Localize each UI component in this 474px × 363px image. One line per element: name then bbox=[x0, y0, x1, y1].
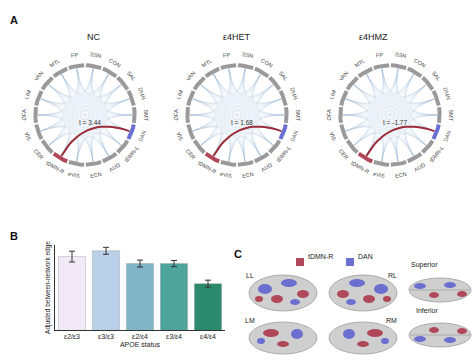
svg-text:Adjusted between-network edge: Adjusted between-network edge bbox=[44, 241, 52, 334]
svg-text:ECN: ECN bbox=[242, 171, 255, 179]
svg-text:eVIS: eVIS bbox=[373, 171, 386, 179]
svg-text:B: B bbox=[10, 230, 18, 242]
svg-text:NC: NC bbox=[87, 32, 100, 42]
svg-text:C: C bbox=[234, 248, 242, 260]
svg-text:ε2/ε3: ε2/ε3 bbox=[64, 333, 80, 340]
svg-text:SMT: SMT bbox=[448, 109, 454, 121]
svg-text:DMN: DMN bbox=[442, 87, 452, 101]
svg-text:VIS: VIS bbox=[329, 131, 338, 142]
svg-text:DMN: DMN bbox=[137, 87, 147, 101]
svg-text:ε4/ε4: ε4/ε4 bbox=[200, 333, 216, 340]
svg-text:t = 1.68: t = 1.68 bbox=[231, 119, 253, 126]
svg-text:VAN: VAN bbox=[338, 70, 350, 82]
svg-text:Inferior: Inferior bbox=[416, 307, 438, 314]
svg-text:ε3/ε3: ε3/ε3 bbox=[98, 333, 114, 340]
svg-text:tDMN-L: tDMN-L bbox=[123, 145, 140, 163]
svg-text:OFA: OFA bbox=[173, 109, 179, 120]
svg-text:LIM: LIM bbox=[328, 89, 337, 100]
svg-text:A: A bbox=[10, 14, 18, 26]
svg-text:SMT: SMT bbox=[143, 109, 149, 121]
svg-text:LIM: LIM bbox=[23, 89, 32, 100]
svg-text:VAN: VAN bbox=[185, 70, 197, 82]
svg-text:CER: CER bbox=[338, 148, 350, 161]
svg-text:LM: LM bbox=[245, 317, 255, 324]
svg-text:FP: FP bbox=[375, 51, 383, 58]
svg-text:APOE status: APOE status bbox=[120, 341, 161, 348]
svg-text:AUD: AUD bbox=[413, 162, 426, 173]
svg-text:ECN: ECN bbox=[395, 171, 408, 179]
svg-text:eVIS: eVIS bbox=[220, 171, 233, 179]
svg-text:AUD: AUD bbox=[108, 162, 121, 173]
svg-text:DAN: DAN bbox=[137, 129, 147, 142]
svg-text:RL: RL bbox=[388, 272, 397, 279]
svg-text:CON: CON bbox=[413, 57, 427, 68]
svg-text:DMN: DMN bbox=[289, 87, 299, 101]
svg-text:eVIS: eVIS bbox=[68, 171, 81, 179]
svg-text:SAL: SAL bbox=[431, 70, 442, 82]
svg-text:ε3/ε4: ε3/ε4 bbox=[166, 333, 182, 340]
svg-text:tDMN-L: tDMN-L bbox=[428, 145, 445, 163]
svg-text:DAN: DAN bbox=[358, 253, 373, 260]
svg-text:ECN: ECN bbox=[90, 171, 103, 179]
svg-text:DAN: DAN bbox=[442, 129, 452, 142]
svg-text:OFA: OFA bbox=[326, 109, 332, 120]
svg-text:VAN: VAN bbox=[33, 70, 45, 82]
svg-text:t = -1.77: t = -1.77 bbox=[383, 119, 407, 126]
svg-text:VIS: VIS bbox=[176, 131, 185, 142]
svg-text:CER: CER bbox=[33, 148, 45, 161]
svg-text:tDMN-L: tDMN-L bbox=[275, 145, 292, 163]
svg-text:tDMN-R: tDMN-R bbox=[197, 160, 217, 175]
svg-text:RM: RM bbox=[386, 317, 397, 324]
svg-text:CER: CER bbox=[185, 148, 197, 161]
svg-text:LL: LL bbox=[246, 272, 254, 279]
svg-text:ε2/ε4: ε2/ε4 bbox=[132, 333, 148, 340]
svg-text:SAL: SAL bbox=[278, 70, 289, 82]
svg-text:t = 3.44: t = 3.44 bbox=[79, 119, 101, 126]
svg-text:FP: FP bbox=[70, 51, 78, 58]
svg-text:DAN: DAN bbox=[289, 129, 299, 142]
svg-text:ε4HMZ: ε4HMZ bbox=[359, 32, 388, 42]
svg-text:MTL: MTL bbox=[200, 58, 213, 69]
svg-text:ε4HET: ε4HET bbox=[223, 32, 251, 42]
svg-text:SSN: SSN bbox=[90, 51, 102, 59]
svg-text:MTL: MTL bbox=[48, 58, 61, 69]
svg-text:MTL: MTL bbox=[353, 58, 366, 69]
svg-text:OFA: OFA bbox=[21, 109, 27, 120]
svg-text:CON: CON bbox=[260, 57, 274, 68]
svg-text:SSN: SSN bbox=[242, 51, 254, 59]
svg-text:tDMN-R: tDMN-R bbox=[45, 160, 65, 175]
svg-text:AUD: AUD bbox=[260, 162, 273, 173]
svg-text:FP: FP bbox=[222, 51, 230, 58]
svg-text:tDMN-R: tDMN-R bbox=[350, 160, 370, 175]
svg-text:tDMN-R: tDMN-R bbox=[308, 253, 333, 260]
svg-text:SSN: SSN bbox=[395, 51, 407, 59]
svg-text:VIS: VIS bbox=[24, 131, 33, 142]
svg-text:SMT: SMT bbox=[295, 109, 301, 121]
svg-text:LIM: LIM bbox=[175, 89, 184, 100]
svg-text:Superior: Superior bbox=[411, 261, 438, 269]
svg-text:CON: CON bbox=[108, 57, 122, 68]
svg-text:SAL: SAL bbox=[126, 70, 137, 82]
